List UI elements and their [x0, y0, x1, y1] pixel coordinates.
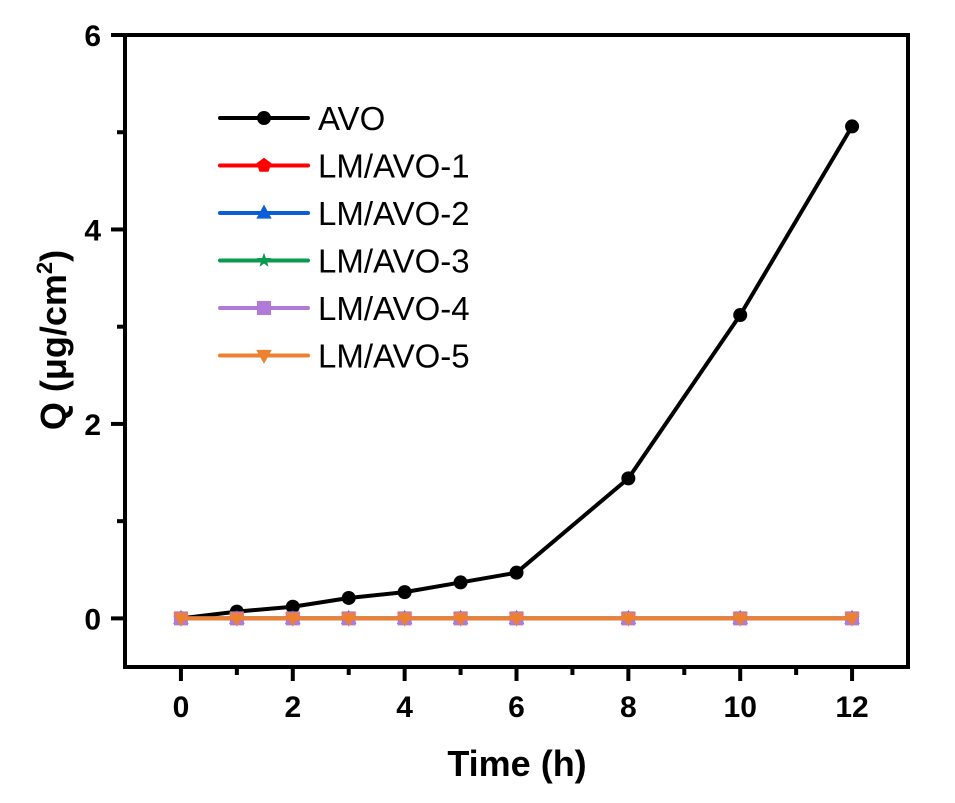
- x-tick-label: 12: [835, 691, 868, 724]
- data-point: [229, 612, 245, 627]
- y-tick-label: 4: [84, 214, 101, 247]
- legend-marker: [256, 204, 272, 219]
- data-point: [620, 612, 637, 627]
- plot-area: [173, 119, 860, 627]
- y-axis-title-main: Q (μg/cm: [33, 274, 74, 430]
- x-tick-label: 2: [284, 691, 301, 724]
- legend-label: LM/AVO-2: [318, 195, 470, 232]
- data-point: [452, 612, 469, 627]
- y-tick-label: 6: [84, 20, 101, 53]
- y-axis-title: Q (μg/cm2): [32, 250, 74, 430]
- series-lm-avo-5: [173, 612, 860, 627]
- data-point: [396, 612, 413, 627]
- data-point: [453, 575, 468, 590]
- data-point: [341, 590, 356, 605]
- data-point: [285, 612, 301, 627]
- data-point: [732, 612, 748, 627]
- y-tick-label: 0: [84, 603, 101, 636]
- legend-marker: [257, 301, 271, 315]
- y-axis-title-close: ): [33, 250, 74, 262]
- data-point: [845, 119, 860, 134]
- legend-label: LM/AVO-5: [318, 338, 470, 375]
- legend-marker: [256, 349, 272, 364]
- x-axis-title: Time (h): [447, 743, 586, 784]
- legend-item: LM/AVO-4: [218, 290, 470, 327]
- y-tick-label: 2: [84, 409, 101, 442]
- x-tick-label: 6: [508, 691, 525, 724]
- y-axis-title-sup: 2: [32, 262, 57, 274]
- legend-marker: [257, 111, 271, 125]
- legend-label: LM/AVO-4: [318, 290, 470, 327]
- data-point: [621, 471, 636, 486]
- x-tick-label: 10: [724, 691, 757, 724]
- legend-item: AVO: [218, 100, 385, 137]
- data-point: [844, 612, 860, 627]
- legend-item: LM/AVO-3: [218, 243, 470, 280]
- series-line: [180, 125, 854, 621]
- legend-label: LM/AVO-1: [318, 148, 470, 185]
- legend-item: LM/AVO-1: [218, 148, 470, 185]
- data-point: [733, 308, 748, 323]
- legend-item: LM/AVO-2: [218, 195, 470, 232]
- data-point: [285, 599, 300, 614]
- series-avo: [173, 119, 860, 626]
- data-point: [173, 612, 189, 627]
- legend-item: LM/AVO-5: [218, 338, 470, 375]
- data-point: [341, 612, 357, 627]
- legend-marker: [256, 157, 272, 172]
- legend-label: LM/AVO-3: [318, 243, 470, 280]
- x-tick-label: 0: [173, 691, 190, 724]
- data-point: [508, 612, 525, 627]
- data-point: [509, 565, 524, 580]
- legend-label: AVO: [318, 100, 385, 137]
- legend-marker: [256, 252, 272, 267]
- legend: AVO LM/AVO-1 LM/AVO-2 LM/AVO-3 LM/AVO-4 LM/AV…: [218, 100, 470, 375]
- x-tick-label: 4: [396, 691, 413, 724]
- data-point: [397, 585, 412, 600]
- axes: 0 2 4 6 8 10 12 0 2 4 6: [84, 20, 910, 724]
- x-tick-label: 8: [620, 691, 637, 724]
